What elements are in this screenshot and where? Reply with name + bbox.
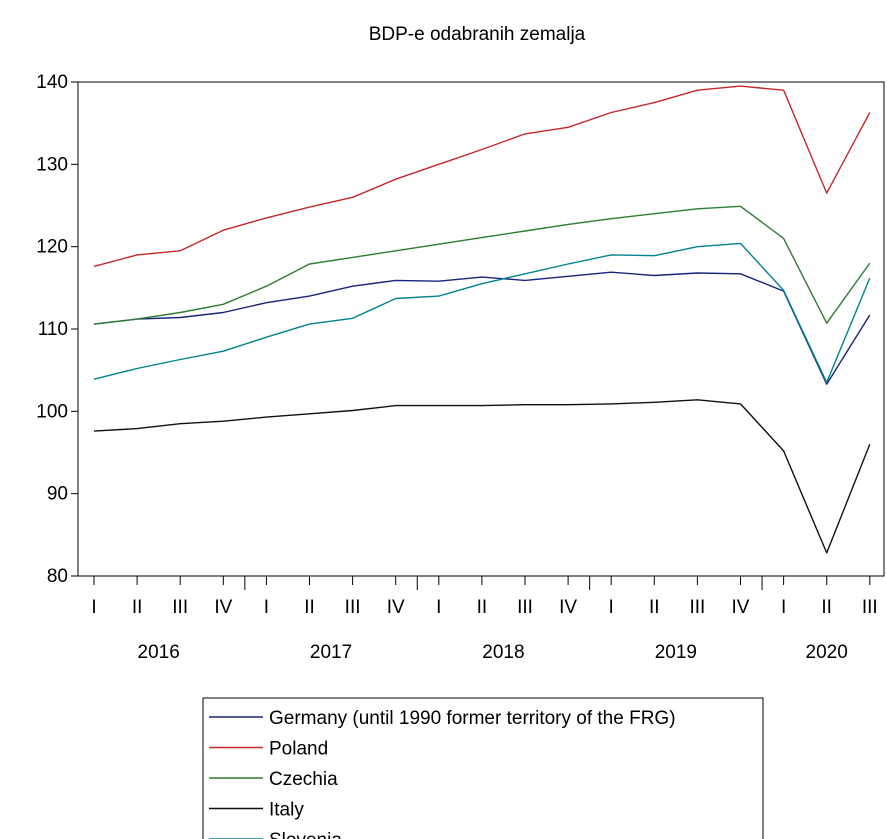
x-tick-label: III	[862, 597, 878, 618]
y-tick-label: 80	[47, 566, 68, 587]
y-tick-label: 110	[38, 319, 68, 340]
x-tick-label: IV	[387, 597, 405, 618]
legend-label: Italy	[269, 800, 304, 821]
series-lines	[93, 85, 871, 554]
series-line-0	[93, 271, 871, 385]
year-label: 2020	[806, 642, 848, 663]
x-tick-label: III	[172, 597, 188, 618]
x-tick-label: III	[689, 597, 705, 618]
x-tick-label: I	[264, 597, 269, 618]
x-tick-label: II	[304, 597, 315, 618]
x-axis: I II III IV I II III IV I II III IV I II III IV I II III20…	[91, 576, 878, 663]
x-tick-label: IV	[559, 597, 577, 618]
legend-label: Poland	[269, 739, 328, 760]
series-line-1	[93, 85, 871, 268]
x-tick-label: IV	[214, 597, 232, 618]
year-label: 2017	[310, 642, 352, 663]
y-tick-label: 120	[36, 237, 68, 258]
legend-label: Slovenia	[269, 830, 342, 839]
x-tick-label: I	[91, 597, 96, 618]
series-line-2	[93, 205, 871, 325]
x-tick-label: II	[649, 597, 660, 618]
plot-area-frame	[77, 81, 885, 577]
legend-box	[202, 697, 764, 839]
legend: Germany (until 1990 former territory of …	[202, 697, 764, 839]
y-tick-label: 140	[36, 72, 68, 93]
year-label: 2016	[138, 642, 180, 663]
series-line-3	[93, 399, 871, 554]
year-label: 2018	[482, 642, 524, 663]
y-tick-label: 100	[36, 401, 68, 422]
x-tick-label: IV	[732, 597, 750, 618]
y-axis: 80 90 100 110 120 130 140	[36, 72, 78, 587]
x-tick-label: I	[436, 597, 441, 618]
x-tick-label: I	[781, 597, 786, 618]
year-label: 2019	[655, 642, 697, 663]
y-tick-label: 130	[36, 154, 68, 175]
y-tick-label: 90	[47, 484, 68, 505]
series-line-4	[93, 242, 871, 384]
legend-label: Czechia	[269, 769, 338, 790]
x-tick-label: II	[821, 597, 832, 618]
x-tick-label: III	[345, 597, 361, 618]
x-tick-label: III	[517, 597, 533, 618]
legend-label: Germany (until 1990 former territory of …	[269, 708, 676, 729]
chart-title: BDP-e odabranih zemalja	[369, 24, 586, 45]
x-tick-label: II	[132, 597, 143, 618]
x-tick-label: I	[609, 597, 614, 618]
x-tick-label: II	[477, 597, 488, 618]
